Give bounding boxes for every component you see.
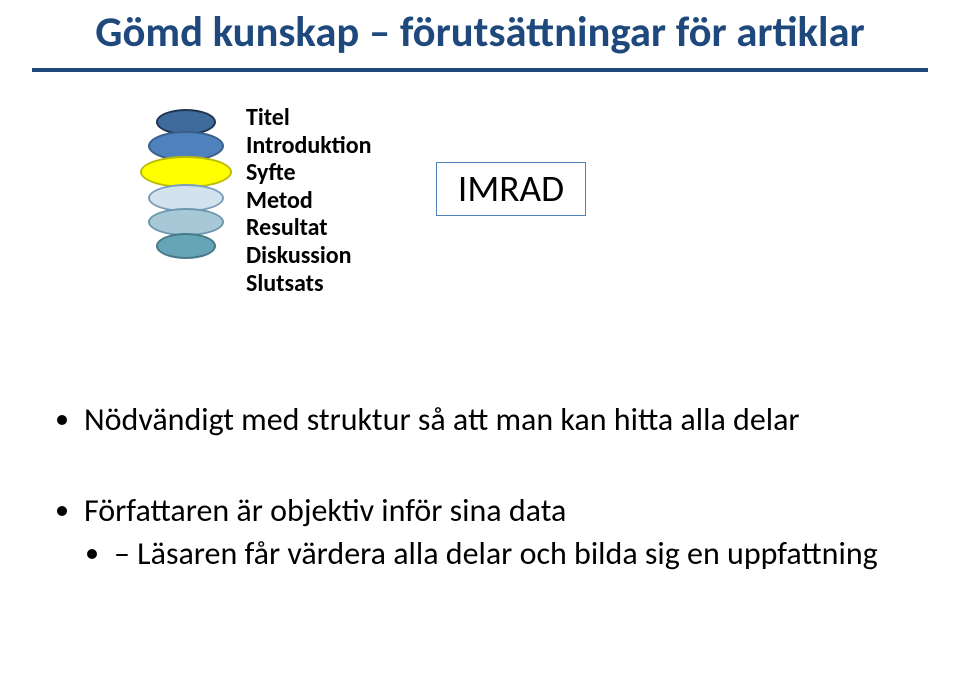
section-label: Titel [246,104,372,132]
imrad-label: IMRAD [458,166,564,212]
imrad-diagram: TitelIntroduktionSyfteMetodResultatDisku… [0,90,960,350]
section-label: Resultat [246,214,372,242]
section-label: Introduktion [246,132,372,160]
imrad-label-box: IMRAD [436,162,586,216]
bullet-list: Nödvändigt med struktur så att man kan h… [54,402,914,572]
section-label: Slutsats [246,270,372,298]
title-underline [32,68,928,72]
section-ellipse [156,233,216,259]
sub-bullet-1: Läsaren får värdera alla delar och bilda… [114,536,914,573]
section-label: Diskussion [246,242,372,270]
section-label: Syfte [246,159,372,187]
section-labels: TitelIntroduktionSyfteMetodResultatDisku… [246,104,372,297]
section-label: Metod [246,187,372,215]
section-ellipse [148,208,224,236]
page-title: Gömd kunskap – förutsättningar för artik… [0,0,960,58]
bullet-point-1: Nödvändigt med struktur så att man kan h… [84,402,914,439]
bullet-point-2: Författaren är objektiv inför sina dataL… [84,493,914,573]
